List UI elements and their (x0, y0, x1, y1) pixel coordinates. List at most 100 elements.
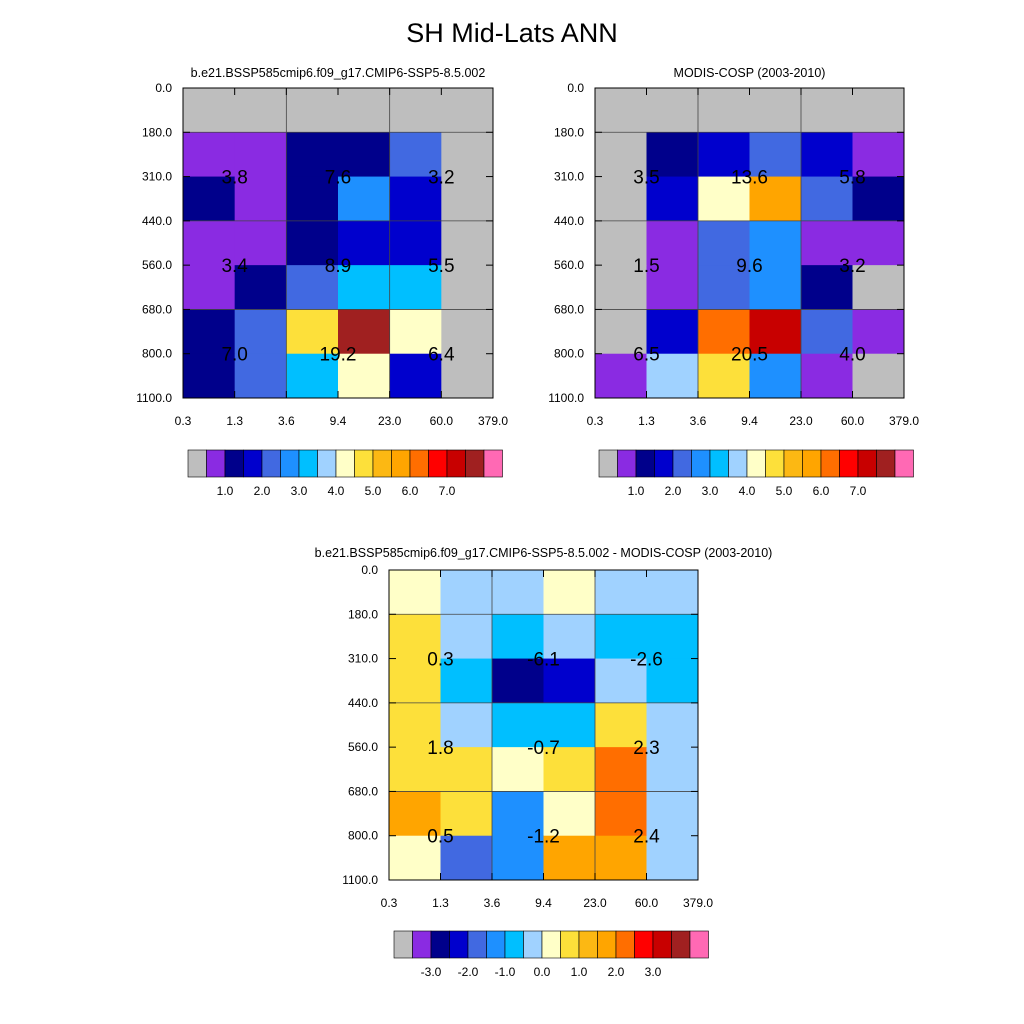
x-tick-label: 23.0 (583, 896, 607, 910)
heatmap-cell (852, 88, 905, 133)
colorbar-label: 6.0 (402, 484, 419, 498)
y-tick-label: 0.0 (155, 81, 172, 95)
colorbar-swatch (541, 930, 561, 959)
heatmap-cell (338, 309, 391, 355)
y-tick-label: 310.0 (142, 170, 172, 184)
panel-title: MODIS-COSP (2003-2010) (674, 66, 826, 80)
heatmap-cell (698, 265, 750, 310)
colorbar-swatch (483, 449, 503, 478)
y-tick-label: 560.0 (142, 258, 172, 272)
heatmap-cell (389, 791, 441, 837)
heatmap-cell (749, 353, 802, 399)
y-tick-label: 310.0 (348, 652, 378, 666)
heatmap-cell (234, 88, 287, 133)
heatmap-cell (492, 702, 544, 748)
heatmap-cell (234, 353, 287, 399)
colorbar-label: -2.0 (458, 965, 479, 979)
y-tick-label: 180.0 (142, 125, 172, 139)
heatmap-cell (595, 747, 647, 792)
heatmap-cell (183, 309, 236, 355)
block-value-label: 19.2 (320, 345, 357, 366)
heatmap-cell (234, 265, 287, 310)
colorbar-swatch (765, 449, 785, 478)
colorbar-swatch (243, 449, 263, 478)
heatmap-cell (749, 220, 802, 266)
colorbar-swatch (523, 930, 543, 959)
heatmap-cell (441, 220, 494, 266)
heatmap-cell (595, 88, 647, 133)
y-tick-label: 180.0 (554, 125, 584, 139)
heatmap-cell (852, 309, 905, 355)
heatmap-cell (338, 220, 391, 266)
colorbar-swatch (615, 930, 635, 959)
heatmap-cell (234, 220, 287, 266)
heatmap-cell (801, 309, 853, 355)
heatmap-cell (646, 702, 699, 748)
y-tick-label: 1100.0 (342, 873, 378, 887)
colorbar-swatch (876, 449, 896, 478)
y-tick-label: 440.0 (142, 214, 172, 228)
block-value-label: 2.4 (633, 827, 660, 848)
heatmap-cell (440, 702, 493, 748)
heatmap-cell (183, 88, 236, 133)
x-tick-label: 9.4 (535, 896, 552, 910)
heatmap-cell (183, 220, 236, 266)
y-tick-label: 800.0 (554, 347, 584, 361)
heatmap-panel-3: 0.3 -6.1 -2.6 1.8 -0.7 2.3 0.5 -1.2 2.4 b.e21.BSS… (315, 546, 773, 979)
block-value-label: -1.2 (527, 827, 560, 848)
colorbar-swatch (206, 449, 226, 478)
heatmap-cell (749, 265, 802, 310)
colorbar-label: 1.0 (571, 965, 588, 979)
heatmap-cell (698, 132, 750, 178)
block-value-label: 1.8 (427, 738, 453, 759)
x-tick-label: 3.6 (484, 896, 501, 910)
colorbar-swatch (894, 449, 914, 478)
colorbar-label: 1.0 (628, 484, 645, 498)
heatmap-cell (595, 570, 647, 615)
colorbar-swatch (783, 449, 803, 478)
colorbar-swatch (465, 449, 485, 478)
heatmap-cell (801, 353, 853, 399)
x-tick-label: 60.0 (841, 414, 865, 428)
colorbar-swatch (317, 449, 337, 478)
heatmap-cell (543, 614, 596, 660)
heatmap-cell (286, 132, 339, 178)
heatmap-cell (595, 265, 647, 310)
heatmap-cell (389, 309, 442, 355)
colorbar-swatch (261, 449, 281, 478)
block-value-label: 7.6 (325, 168, 351, 189)
x-tick-label: 379.0 (683, 896, 713, 910)
colorbar-swatch (560, 930, 580, 959)
heatmap-cell (801, 265, 853, 310)
x-tick-label: 23.0 (789, 414, 813, 428)
heatmap-panel-1: 3.8 7.6 3.2 3.4 8.9 5.5 7.0 19.2 6.4 b.e21.BSSP58… (136, 66, 508, 498)
heatmap-cell (595, 658, 647, 704)
heatmap-cell (646, 614, 699, 660)
heatmap-cell (441, 88, 494, 133)
heatmap-cell (595, 791, 647, 837)
colorbar-swatch (654, 449, 674, 478)
heatmap-cell (286, 265, 339, 310)
colorbar-label: 2.0 (608, 965, 625, 979)
heatmap-cell (441, 353, 494, 399)
heatmap-cell (492, 570, 544, 615)
heatmap-cell (852, 265, 905, 310)
block-value-label: 0.3 (427, 650, 453, 671)
colorbar-swatch (280, 449, 300, 478)
x-tick-label: 3.6 (690, 414, 707, 428)
colorbar-swatch (486, 930, 506, 959)
colorbar-swatch (671, 930, 691, 959)
heatmap-cell (234, 309, 287, 355)
heatmap-cell (698, 309, 750, 355)
block-value-label: -2.6 (630, 650, 663, 671)
colorbar-swatch (412, 930, 432, 959)
heatmap-cell (234, 176, 287, 222)
colorbar-swatch (430, 930, 450, 959)
heatmap-cell (492, 747, 544, 792)
heatmap-cell (646, 88, 699, 133)
heatmap-cell (492, 835, 544, 881)
colorbar-label: 6.0 (813, 484, 830, 498)
block-value-label: 13.6 (731, 168, 768, 189)
heatmap-cell (389, 265, 442, 310)
